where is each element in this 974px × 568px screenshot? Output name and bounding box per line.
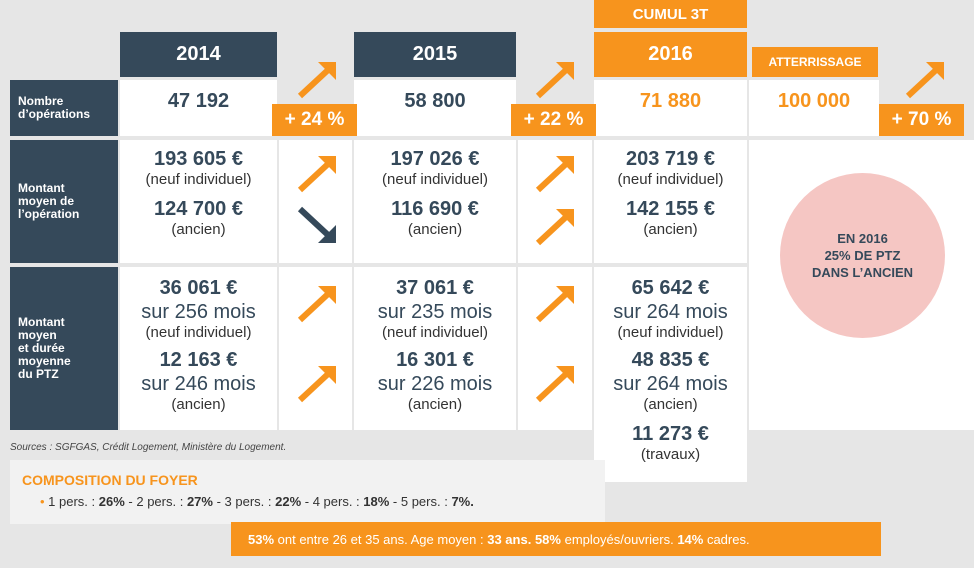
ptz-2015: 37 061 € sur 235 mois (neuf individuel) … [354, 277, 516, 413]
arrow-up-right-icon [535, 286, 574, 323]
sources-note: Sources : SGFGAS, Crédit Logement, Minis… [10, 442, 287, 453]
atterrissage-header: ATTERRISSAGE [752, 47, 878, 77]
montant-2016: 203 719 € (neuf individuel) 142 155 € (a… [594, 148, 747, 238]
ptz-2014-ancien-duration: sur 246 mois [141, 373, 256, 395]
year-2014-header: 2014 [120, 32, 277, 77]
ops-2014: 47 192 [167, 90, 230, 112]
arrow-up-right-icon [535, 156, 574, 193]
ptz-2016-ancien-duration: sur 264 mois [613, 373, 728, 395]
ptz-2016-ancien: 48 835 € [631, 349, 710, 371]
ptz-2015-neuf: 37 061 € [396, 277, 474, 299]
row-divider [120, 136, 879, 140]
ptz-2016-travaux-label: (travaux) [640, 446, 701, 463]
arrow-up-right-icon [297, 62, 336, 99]
ptz-2016-neuf-duration: sur 264 mois [613, 301, 728, 323]
ptz-2016-ancien-label: (ancien) [643, 396, 698, 413]
bullet: • [40, 494, 45, 509]
col-atterrissage-panel [749, 80, 879, 136]
ptz-2015-ancien: 16 301 € [396, 349, 474, 371]
arrow-up-right-icon [535, 209, 574, 246]
ptz-2015-ancien-duration: sur 226 mois [377, 373, 493, 395]
arrow-up-right-icon [297, 156, 336, 193]
circle-line-2: 25% DE PTZ [824, 248, 901, 263]
ptz-2014-neuf-label: (neuf individuel) [145, 324, 252, 341]
row-label-montant: Montant moyen de l’opération [10, 140, 118, 263]
ptz-2014: 36 061 € sur 256 mois (neuf individuel) … [120, 277, 277, 413]
montant-2014-ancien: 124 700 € [154, 198, 243, 220]
ptz-2015-ancien-label: (ancien) [407, 396, 463, 413]
montant-2015-neuf-label: (neuf individuel) [382, 171, 488, 188]
col-2016-panel [594, 80, 747, 482]
montant-2015-ancien: 116 690 € [391, 198, 479, 220]
composition-label: - 5 pers. : [389, 494, 452, 509]
age-text: cadres. [703, 531, 750, 547]
age-stat: 58% [534, 531, 561, 547]
arrow-down-right-icon [297, 206, 336, 243]
ptz-2014-ancien: 12 163 € [159, 349, 238, 371]
ptz-ancien-circle: EN 2016 25% DE PTZ DANS L’ANCIEN [780, 173, 945, 338]
age-stat: 14% [677, 531, 704, 547]
montant-2014-neuf-label: (neuf individuel) [145, 171, 252, 188]
age-stat: 53% [248, 531, 275, 547]
arrow-up-right-icon [535, 366, 574, 403]
circle-line-3: DANS L’ANCIEN [811, 265, 914, 280]
montant-2016-neuf-label: (neuf individuel) [617, 171, 724, 188]
montant-2016-neuf: 203 719 € [626, 148, 715, 170]
montant-2016-ancien-label: (ancien) [643, 221, 698, 238]
composition-line: • 1 pers. : 26% - 2 pers. : 27% - 3 pers… [22, 494, 605, 509]
montant-2015-neuf: 197 026 € [390, 148, 480, 170]
composition-label: 1 pers. : [44, 494, 99, 509]
growth-badge: + 70 % [879, 104, 964, 136]
composition-value: 26% [98, 494, 125, 509]
age-stat: 33 ans. [487, 531, 532, 547]
ptz-2016-neuf: 65 642 € [631, 277, 710, 299]
ops-atterrissage: 100 000 [777, 90, 851, 112]
montant-2015: 197 026 € (neuf individuel) 116 690 € (a… [354, 148, 516, 238]
montant-2016-ancien: 142 155 € [626, 198, 715, 220]
montant-2015-ancien-label: (ancien) [407, 221, 463, 238]
growth-badge: + 24 % [272, 104, 357, 136]
ptz-2014-neuf: 36 061 € [159, 277, 238, 299]
composition-label: - 4 pers. : [301, 494, 364, 509]
growth-badge: + 22 % [511, 104, 596, 136]
montant-2014-ancien-label: (ancien) [171, 221, 226, 238]
ptz-2014-neuf-duration: sur 256 mois [141, 301, 256, 323]
composition-label: - 2 pers. : [124, 494, 187, 509]
montant-2014-neuf: 193 605 € [154, 148, 243, 170]
arrow-up-right-icon [535, 62, 574, 99]
cumul-header: CUMUL 3T [594, 0, 747, 28]
row-divider [120, 263, 747, 267]
ptz-2016-travaux: 11 273 € [632, 423, 709, 445]
arrow-up-right-icon [905, 62, 944, 99]
composition-box: COMPOSITION DU FOYER • 1 pers. : 26% - 2… [10, 460, 605, 524]
montant-2014: 193 605 € (neuf individuel) 124 700 € (a… [120, 148, 277, 238]
composition-label: - 3 pers. : [212, 494, 276, 509]
row-label-operations: Nombre d’opérations [10, 80, 118, 136]
year-2016-header: 2016 [594, 32, 747, 77]
circle-line-1: EN 2016 [837, 231, 888, 246]
ptz-2015-neuf-label: (neuf individuel) [382, 324, 488, 341]
ptz-2015-neuf-duration: sur 235 mois [377, 301, 493, 323]
ops-2016: 71 880 [639, 90, 702, 112]
age-banner: 53% ont entre 26 et 35 ans. Age moyen : … [231, 522, 881, 556]
ptz-2016: 65 642 € sur 264 mois (neuf individuel) … [594, 277, 747, 463]
composition-value: 22% [275, 494, 302, 509]
ptz-2016-neuf-label: (neuf individuel) [617, 324, 724, 341]
arrow-up-right-icon [297, 366, 336, 403]
row-label-ptz: Montant moyen et durée moyenne du PTZ [10, 267, 118, 430]
composition-value: 7%. [451, 494, 474, 509]
ops-2015: 58 800 [404, 90, 466, 112]
arrow-up-right-icon [297, 286, 336, 323]
age-text: ont entre 26 et 35 ans. Age moyen : [274, 531, 488, 547]
ptz-2014-ancien-label: (ancien) [171, 396, 226, 413]
age-text: employés/ouvriers. [560, 531, 678, 547]
year-2015-header: 2015 [354, 32, 516, 77]
composition-value: 27% [186, 494, 213, 509]
composition-value: 18% [363, 494, 390, 509]
composition-title: COMPOSITION DU FOYER [22, 472, 198, 488]
